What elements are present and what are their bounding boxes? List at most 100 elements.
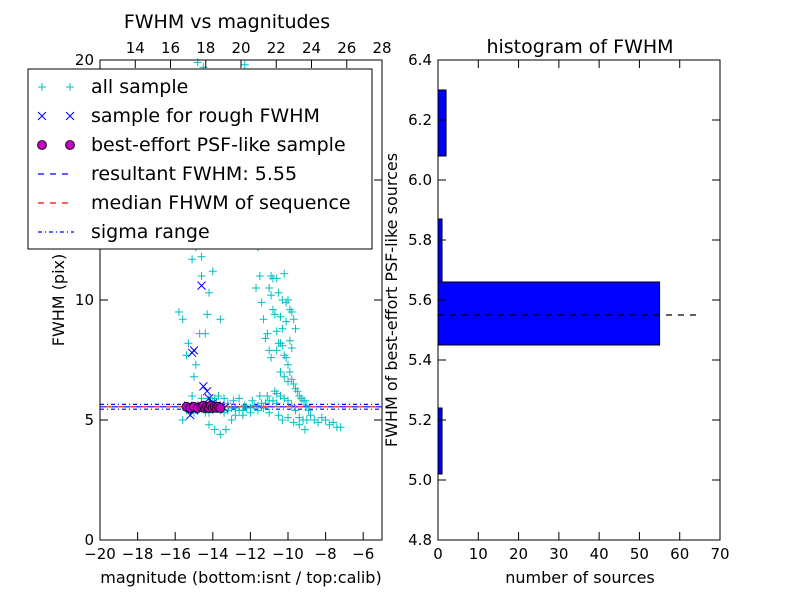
x-tick-label: 70 <box>710 545 729 563</box>
data-point <box>285 368 294 376</box>
x-tick-label: −20 <box>84 545 116 563</box>
data-point <box>197 272 206 280</box>
y-tick-label: 20 <box>75 51 94 69</box>
legend-swatch <box>65 140 75 150</box>
histogram-panel: 0 10 20 30 40 50 60 70 4.8 5.0 5.2 5.4 5.6 5.8 6.0 6.2… <box>382 36 730 587</box>
data-point <box>191 360 200 369</box>
data-point <box>278 416 287 424</box>
data-point <box>216 315 225 324</box>
y-tick-label: 4.8 <box>408 531 432 549</box>
scatter-y-label: FWHM (pix) <box>49 254 68 347</box>
data-point <box>329 418 338 427</box>
data-point <box>229 396 238 405</box>
data-point <box>291 406 300 415</box>
scatter-top-ticks: 14 16 18 20 22 24 26 28 <box>126 39 392 68</box>
scatter-title: FWHM vs magnitudes <box>124 11 330 33</box>
data-point <box>178 315 187 324</box>
scatter-panel: −20−18−16−14−12−10−8−6 05101520 14161820… <box>27 11 392 587</box>
data-point <box>274 288 283 297</box>
data-point <box>284 396 292 405</box>
data-point <box>178 416 187 424</box>
data-point <box>287 401 296 410</box>
x-tick-label: 60 <box>670 545 689 563</box>
data-point <box>227 416 236 424</box>
legend-swatch <box>38 83 46 91</box>
data-point <box>197 281 206 290</box>
y-tick-label: 5.4 <box>408 351 432 369</box>
data-point <box>263 392 272 400</box>
top-tick-label: 24 <box>302 39 321 57</box>
top-tick-label: 28 <box>372 39 391 57</box>
data-point <box>255 392 264 400</box>
data-point <box>208 267 217 276</box>
data-point <box>235 394 244 403</box>
data-point <box>280 372 289 381</box>
x-tick-label: 10 <box>469 545 488 563</box>
top-tick-label: 22 <box>267 39 286 57</box>
legend-label: all sample <box>91 76 188 98</box>
data-point <box>272 346 281 355</box>
data-point <box>293 387 302 396</box>
legend-label: sigma range <box>91 221 210 243</box>
data-point <box>287 308 296 316</box>
data-point <box>248 396 257 405</box>
data-point <box>284 360 292 369</box>
top-tick-label: 18 <box>196 39 215 57</box>
x-tick-label: −10 <box>272 545 304 563</box>
data-point <box>276 368 285 376</box>
legend-swatch <box>66 83 74 91</box>
data-point <box>261 334 270 343</box>
data-point <box>272 274 281 283</box>
data-point <box>321 416 330 424</box>
data-point <box>174 308 183 316</box>
data-point <box>184 339 193 348</box>
legend-label: best-effort PSF-like sample <box>91 134 346 156</box>
data-point <box>265 346 274 355</box>
scatter-x-label: magnitude (bottom:isnt / top:calib) <box>100 568 381 587</box>
data-point <box>197 252 206 261</box>
y-tick-label: 0 <box>84 531 94 549</box>
data-point <box>314 418 323 427</box>
legend-swatch <box>37 140 47 150</box>
data-point <box>240 401 249 410</box>
data-point <box>215 403 226 413</box>
histogram-title: histogram of FWHM <box>486 36 673 58</box>
data-point <box>276 312 285 321</box>
data-point <box>223 399 232 408</box>
data-point <box>270 310 279 319</box>
data-point <box>221 425 230 434</box>
histogram-x-label: number of sources <box>505 568 655 587</box>
data-point <box>265 284 274 292</box>
data-point <box>282 317 291 326</box>
y-tick-label: 6.2 <box>408 111 432 129</box>
data-point <box>284 377 292 386</box>
legend: all sample sample for rough FWHM best-effo… <box>27 68 373 250</box>
data-point <box>203 310 212 319</box>
x-tick-label: −6 <box>352 545 374 563</box>
data-point <box>284 296 292 304</box>
data-point <box>263 329 272 338</box>
x-tick-label: −16 <box>159 545 191 563</box>
data-point <box>189 346 199 355</box>
legend-box <box>27 68 373 250</box>
scatter-points <box>174 58 345 439</box>
legend-label: median FHWM of sequence <box>91 192 351 214</box>
y-tick-label: 5.6 <box>408 291 432 309</box>
data-point <box>185 410 195 420</box>
data-point <box>202 386 212 396</box>
data-point <box>289 315 298 324</box>
data-point <box>252 284 261 292</box>
scatter-reference-lines <box>100 403 382 410</box>
histogram-bar <box>437 218 443 283</box>
histogram-bar <box>437 89 447 157</box>
data-point <box>270 387 279 396</box>
x-tick-label: 40 <box>590 545 609 563</box>
histogram-x-ticks: 0 10 20 30 40 50 60 70 <box>433 60 730 563</box>
data-point <box>255 272 264 280</box>
legend-label: sample for rough FWHM <box>91 105 320 127</box>
x-tick-label: −14 <box>197 545 229 563</box>
y-tick-label: 5.0 <box>408 471 432 489</box>
data-point <box>199 382 208 391</box>
data-point <box>268 305 277 314</box>
